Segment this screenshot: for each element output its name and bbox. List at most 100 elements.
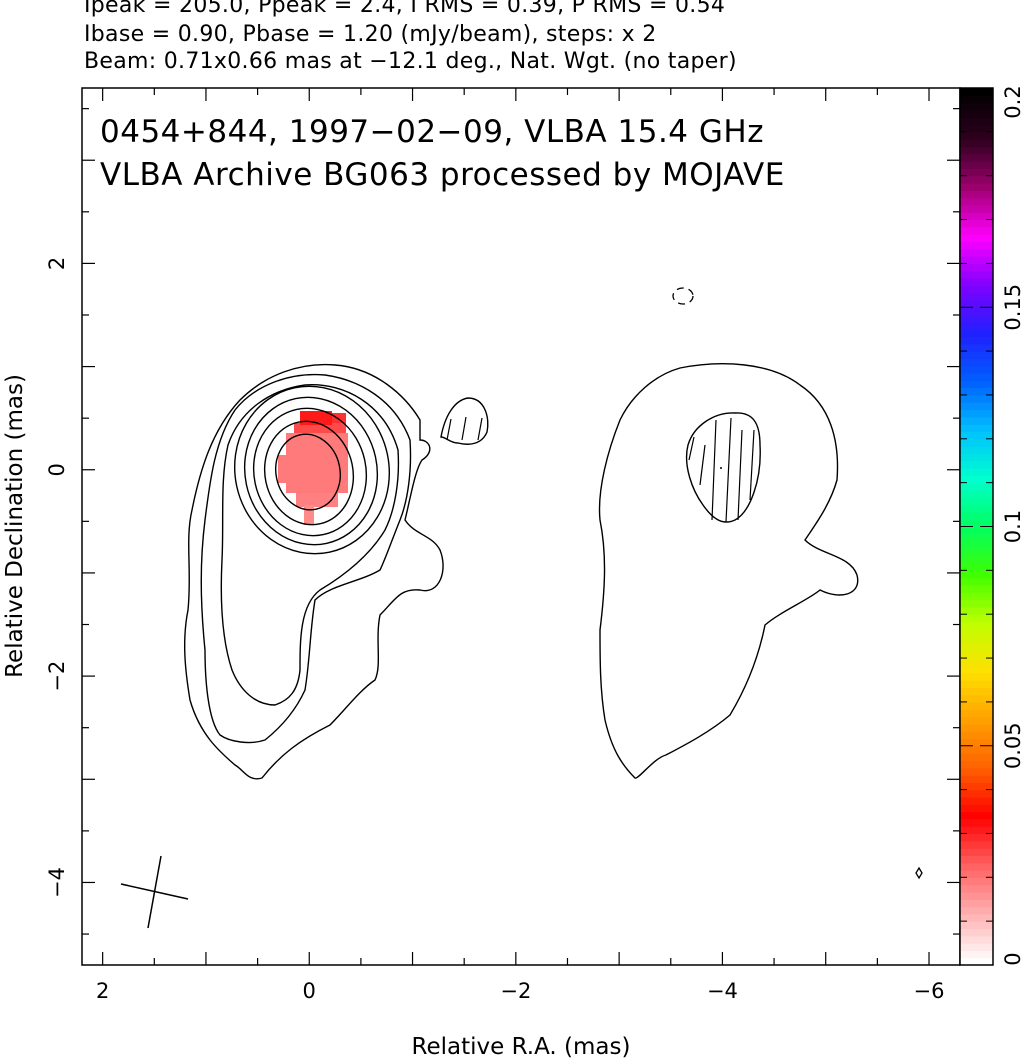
colorbar-segment [960,789,993,798]
colorbar-segment [960,848,993,856]
colorbar-segment [960,767,993,776]
colorbar-segment [960,913,993,922]
colorbar-segment [960,738,993,747]
colorbar-segment [960,197,993,206]
colorbar-segment [960,416,993,425]
colorbar-segment [960,219,993,228]
colorbar-segment [960,256,993,264]
colorbar-segment [960,183,993,191]
colorbar-segment [960,628,993,637]
colorbar-tick-label: 0.1 [1001,510,1021,543]
colorbar-segment [960,957,993,966]
colorbar-segment [960,321,993,330]
colorbar-segment [960,241,993,250]
colorbar-segment [960,804,993,813]
contour-level-4 [233,385,391,555]
colorbar-segment [960,409,993,418]
colorbar-segment [960,760,993,769]
colorbar-segment [960,292,993,301]
colorbar-segment [960,482,993,491]
colorbar-segment [960,424,993,433]
contour-level-8 [275,433,341,511]
colorbar-segment [960,307,993,316]
colorbar-segment [960,365,993,374]
colorbar-segment [960,921,993,930]
colorbar-segment [960,811,993,820]
colorbar-segment [960,124,993,133]
colorbar-segment [960,650,993,659]
colorbar-segment [960,818,993,827]
colorbar-segment [960,117,993,126]
contour-level-2 [200,373,412,744]
colorbar-ticks: 0 0.05 0.1 0.15 0.2 [960,85,1021,966]
colorbar-segment [960,139,993,148]
colorbar-segment [960,95,993,104]
colorbar-segment [960,533,993,542]
y-tick-labels: 2 0 −2 −4 [45,257,69,898]
colorbar-segment [960,475,993,484]
colorbar-segment [960,687,993,696]
chart-title: 0454+844, 1997−02−09, VLBA 15.4 GHz [100,114,764,150]
y-tick-label: −2 [45,661,69,692]
colorbar-segment [960,636,993,645]
contour-level-7 [263,420,355,526]
colorbar-segment [960,511,993,520]
colorbar-segment [960,672,993,681]
fractional-polarization-patch [278,411,348,525]
colorbar-segment [960,745,993,754]
colorbar-segment [960,102,993,111]
x-tick-label: −6 [914,979,945,1003]
colorbar-segment [960,906,993,915]
colorbar-segment [960,679,993,688]
contour-level-3 [220,384,400,706]
colorbar-segment [960,212,993,221]
plot-frame [81,87,961,966]
colorbar-segment [960,226,993,235]
colorbar-segment [960,446,993,455]
colorbar-segment [960,373,993,381]
colorbar-segment [960,168,993,177]
colorbar-segment [960,570,993,579]
colorbar-segment [960,658,993,666]
colorbar-segment [960,833,993,842]
colorbar-segment [960,606,993,615]
colorbar-segment [960,394,993,403]
contour-level-6 [252,407,368,537]
colorbar-segment [960,468,993,476]
small-feature-marker [915,866,923,880]
colorbar-segment [960,402,993,411]
colorbar-segment [960,497,993,506]
colorbar-segment [960,431,993,440]
colorbar-segment [960,190,993,199]
negative-contour [672,287,694,305]
colorbar-segment [960,950,993,959]
colorbar-segment [960,716,993,725]
chart-subtitle: VLBA Archive BG063 processed by MOJAVE [100,157,785,193]
colorbar-segment [960,504,993,513]
contour-level-5 [243,396,379,546]
colorbar-segment [960,88,993,96]
beam-cross-icon [120,855,189,929]
colorbar-segment [960,577,993,586]
colorbar-segment [960,884,993,893]
colorbar-segment [960,336,993,345]
colorbar-segment [960,329,993,338]
colorbar-segment [960,899,993,908]
header-line-beam: Beam: 0.71x0.66 mas at −12.1 deg., Nat. … [84,49,737,74]
colorbar-segment [960,584,993,593]
contour-level-1 [183,363,444,780]
header-line-peak: Ipeak = 205.0, Ppeak = 2.4, I RMS = 0.39… [84,0,726,18]
colorbar [960,88,993,966]
colorbar-segment [960,563,993,571]
colorbar-segment [960,548,993,557]
colorbar-segment [960,489,993,498]
contour-group-core [183,363,444,780]
colorbar-segment [960,855,993,864]
colorbar-segment [960,723,993,732]
colorbar-segment [960,753,993,761]
colorbar-segment [960,599,993,608]
colorbar-segment [960,299,993,308]
colorbar-segment [960,153,993,162]
colorbar-segment [960,161,993,169]
